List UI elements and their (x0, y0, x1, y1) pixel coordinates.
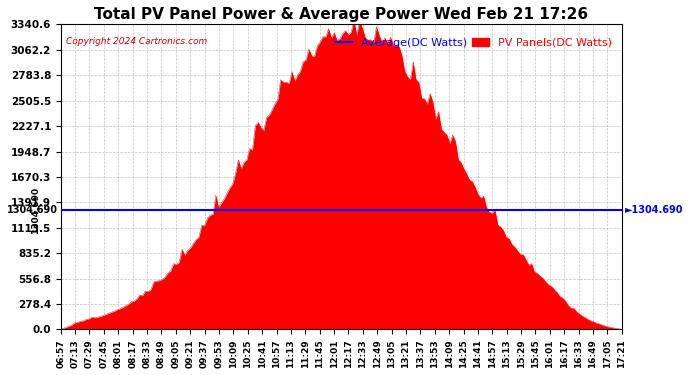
Text: ►1304.690: ►1304.690 (624, 206, 683, 215)
Text: Copyright 2024 Cartronics.com: Copyright 2024 Cartronics.com (66, 37, 208, 46)
Title: Total PV Panel Power & Average Power Wed Feb 21 17:26: Total PV Panel Power & Average Power Wed… (95, 7, 589, 22)
Legend: Average(DC Watts), PV Panels(DC Watts): Average(DC Watts), PV Panels(DC Watts) (331, 33, 616, 52)
Text: 1304.690: 1304.690 (7, 206, 58, 215)
Text: 1304.690: 1304.690 (31, 187, 40, 234)
